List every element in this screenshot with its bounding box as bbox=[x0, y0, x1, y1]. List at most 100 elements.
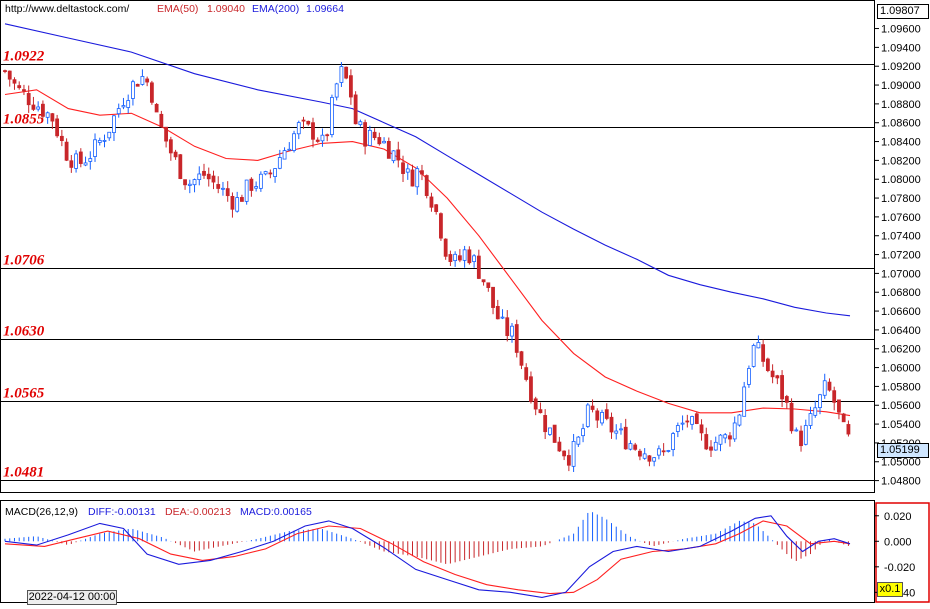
ema50-line bbox=[4, 89, 851, 417]
candle-body bbox=[187, 183, 192, 186]
ema200-line-group bbox=[4, 23, 851, 317]
candle-body bbox=[36, 106, 41, 110]
candle-body bbox=[723, 434, 728, 439]
candle-body bbox=[50, 113, 55, 122]
candle-body bbox=[363, 122, 368, 147]
candle-body bbox=[533, 398, 538, 410]
candle-body bbox=[623, 426, 628, 450]
price-tick-label: 1.09200 bbox=[881, 61, 921, 73]
candle-body bbox=[263, 171, 268, 175]
candle-body bbox=[102, 139, 107, 142]
price-tick-label: 1.04800 bbox=[881, 476, 921, 488]
candle-body bbox=[472, 255, 476, 263]
level-label: 1.0565 bbox=[3, 386, 45, 402]
candle-body bbox=[638, 450, 642, 457]
candle-body bbox=[268, 172, 273, 175]
candle-body bbox=[694, 413, 699, 425]
candle-body bbox=[424, 175, 429, 196]
candle-body bbox=[505, 317, 510, 336]
price-tick-label: 1.09400 bbox=[881, 42, 921, 54]
candle-body bbox=[761, 344, 766, 362]
candle-body bbox=[420, 170, 424, 175]
candle-body bbox=[3, 70, 7, 72]
candle-body bbox=[282, 150, 287, 160]
candle-body bbox=[775, 375, 780, 379]
candle-body bbox=[538, 409, 543, 414]
price-tick-label: 1.06200 bbox=[881, 344, 921, 356]
candle-body bbox=[647, 455, 652, 462]
candle-body bbox=[121, 105, 126, 108]
candle-body bbox=[585, 404, 590, 427]
candle-body bbox=[173, 151, 178, 158]
candle-body bbox=[235, 197, 240, 212]
candle-body bbox=[718, 434, 723, 445]
candle-body bbox=[476, 255, 481, 279]
level-label: 1.0922 bbox=[3, 49, 45, 65]
candle-body bbox=[685, 420, 690, 423]
macd-diff: DIFF:-0.00131 bbox=[88, 506, 156, 518]
candle-body bbox=[519, 351, 524, 366]
candle-body bbox=[45, 112, 50, 118]
macd-tick-label: 0.020 bbox=[884, 511, 912, 523]
candle-body bbox=[339, 66, 344, 83]
candle-body bbox=[543, 415, 548, 433]
candle-body bbox=[197, 173, 202, 180]
candle-body bbox=[183, 179, 187, 186]
last-price-label: 1.05199 bbox=[877, 443, 929, 458]
candle-body bbox=[325, 134, 330, 137]
candle-body bbox=[348, 75, 353, 98]
candle-body bbox=[311, 122, 315, 140]
candle-body bbox=[306, 120, 311, 125]
candle-body bbox=[799, 430, 803, 447]
candle-body bbox=[529, 376, 533, 402]
scale-button[interactable]: x0.1 bbox=[877, 582, 903, 597]
price-tick-label: 1.06400 bbox=[881, 325, 921, 337]
candle-body bbox=[822, 380, 827, 396]
candle-body bbox=[514, 324, 519, 353]
candle-body bbox=[112, 115, 116, 133]
candle-body bbox=[88, 158, 93, 162]
candle-body bbox=[211, 175, 216, 183]
candle-body bbox=[600, 412, 604, 424]
candle-body bbox=[154, 103, 159, 113]
candle-body bbox=[131, 81, 135, 99]
candle-body bbox=[841, 413, 846, 423]
candle-body bbox=[410, 169, 415, 187]
price-tick-label: 1.07600 bbox=[881, 212, 921, 224]
candle-body bbox=[837, 399, 841, 413]
candle-body bbox=[491, 286, 495, 308]
candle-body bbox=[401, 162, 405, 174]
macd-dea-line bbox=[4, 520, 851, 595]
candle-body bbox=[813, 407, 818, 416]
candle-body bbox=[254, 186, 259, 189]
candle-body bbox=[225, 188, 230, 197]
candle-body bbox=[221, 187, 225, 190]
candle-body bbox=[656, 448, 661, 456]
candle-body bbox=[140, 76, 145, 85]
candle-body bbox=[439, 213, 443, 239]
price-tick-label: 1.06000 bbox=[881, 363, 921, 375]
candle-body bbox=[671, 433, 676, 451]
candle-body bbox=[732, 422, 737, 440]
candle-body bbox=[164, 126, 169, 142]
macd-series bbox=[4, 512, 851, 598]
candle-body bbox=[803, 425, 808, 445]
candle-body bbox=[633, 444, 638, 450]
candle-body bbox=[571, 441, 576, 467]
price-tick-label: 1.05800 bbox=[881, 381, 921, 393]
candle-body bbox=[159, 113, 164, 128]
candle-body bbox=[31, 104, 36, 110]
price-tick-label: 1.08400 bbox=[881, 137, 921, 149]
candle-body bbox=[747, 368, 751, 385]
candle-body bbox=[135, 83, 140, 87]
candle-body bbox=[377, 137, 382, 145]
ema50-label: EMA(50) bbox=[157, 3, 198, 15]
candle-body bbox=[675, 425, 680, 432]
candle-body bbox=[552, 424, 557, 443]
candle-body bbox=[126, 100, 131, 108]
level-label: 1.0481 bbox=[3, 465, 44, 481]
candle-body bbox=[784, 396, 789, 403]
price-panel bbox=[0, 0, 875, 493]
candle-body bbox=[97, 140, 102, 143]
